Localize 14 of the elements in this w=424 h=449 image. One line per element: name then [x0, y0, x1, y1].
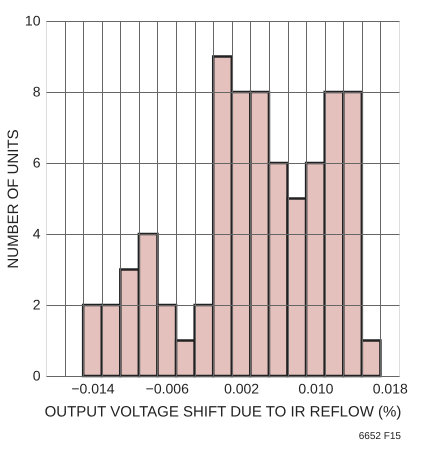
- y-tick-label: 4: [32, 226, 41, 242]
- y-tick-label: 10: [24, 12, 41, 28]
- y-tick-label: 8: [32, 84, 41, 100]
- y-tick-label: 6: [32, 154, 41, 170]
- x-tick-label: −0.006: [146, 380, 190, 396]
- x-tick-label: 0.002: [224, 380, 260, 396]
- y-tick-label: 2: [32, 296, 41, 312]
- y-tick-label: 0: [32, 368, 41, 384]
- x-tick-label: 0.018: [372, 380, 408, 396]
- x-tick-label: 0.010: [298, 380, 334, 396]
- text: 6652 F15: [358, 431, 402, 442]
- x-tick-label: −0.014: [71, 380, 115, 396]
- x-axis-title: OUTPUT VOLTAGE SHIFT DUE TO IR REFLOW (%): [44, 404, 402, 420]
- y-axis-title: NUMBER OF UNITS: [4, 129, 22, 269]
